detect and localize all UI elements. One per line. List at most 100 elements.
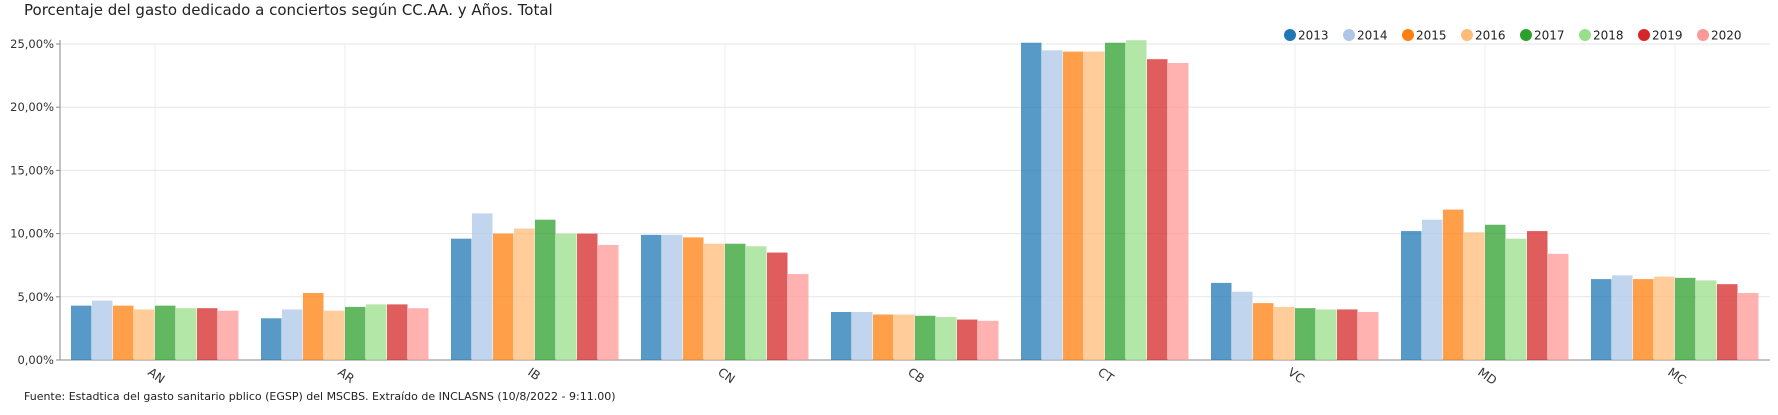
legend-item-2017[interactable]: 2017 xyxy=(1520,29,1565,43)
legend-item-2014[interactable]: 2014 xyxy=(1343,29,1388,43)
bar-2017-MD[interactable] xyxy=(1485,224,1506,360)
bar-2014-AN[interactable] xyxy=(92,300,113,360)
bar-2016-MC[interactable] xyxy=(1654,276,1675,360)
bar-2016-VC[interactable] xyxy=(1274,306,1295,360)
bar-layer xyxy=(71,40,1759,361)
y-tick-label: 25,00% xyxy=(10,37,54,51)
x-tick-label: AR xyxy=(335,365,357,386)
x-tick-label: IB xyxy=(525,365,543,383)
bar-2017-MC[interactable] xyxy=(1675,277,1696,360)
bar-2019-CB[interactable] xyxy=(957,319,978,360)
legend-label: 2015 xyxy=(1416,29,1447,43)
bar-2013-CT[interactable] xyxy=(1021,42,1042,361)
bar-2020-MD[interactable] xyxy=(1548,253,1569,360)
bar-2017-CT[interactable] xyxy=(1105,42,1126,361)
legend-item-2020[interactable]: 2020 xyxy=(1697,29,1742,43)
bar-2019-MD[interactable] xyxy=(1527,231,1548,360)
bar-2015-CT[interactable] xyxy=(1063,51,1084,361)
bar-2013-MD[interactable] xyxy=(1401,231,1422,360)
bar-2019-MC[interactable] xyxy=(1717,284,1738,360)
bar-2013-VC[interactable] xyxy=(1211,282,1232,360)
legend-item-2019[interactable]: 2019 xyxy=(1638,29,1683,43)
bar-2017-CN[interactable] xyxy=(725,243,746,360)
bar-2018-VC[interactable] xyxy=(1316,309,1337,360)
bar-2020-CT[interactable] xyxy=(1168,62,1189,361)
legend-item-2013[interactable]: 2013 xyxy=(1284,29,1329,43)
legend-label: 2017 xyxy=(1534,29,1565,43)
bar-2015-IB[interactable] xyxy=(493,233,514,360)
bar-2018-CN[interactable] xyxy=(746,246,767,360)
bar-2018-CB[interactable] xyxy=(936,317,957,360)
bar-2014-CN[interactable] xyxy=(662,234,683,360)
bar-2014-CT[interactable] xyxy=(1042,50,1063,360)
y-tick-label: 20,00% xyxy=(10,100,54,114)
bar-2018-MC[interactable] xyxy=(1696,280,1717,360)
bar-2017-VC[interactable] xyxy=(1295,308,1316,360)
x-tick-label: CN xyxy=(715,365,737,386)
bar-2016-CT[interactable] xyxy=(1084,51,1105,361)
bar-2015-AR[interactable] xyxy=(303,293,324,360)
legend-item-2015[interactable]: 2015 xyxy=(1402,29,1447,43)
legend-swatch xyxy=(1284,29,1296,41)
bar-2016-MD[interactable] xyxy=(1464,232,1485,360)
bar-2015-CN[interactable] xyxy=(683,237,704,360)
bar-2014-VC[interactable] xyxy=(1232,291,1253,360)
bar-2017-CB[interactable] xyxy=(915,315,936,360)
bar-2014-IB[interactable] xyxy=(472,213,493,360)
bar-2019-VC[interactable] xyxy=(1337,309,1358,360)
legend-item-2016[interactable]: 2016 xyxy=(1461,29,1506,43)
bar-2020-IB[interactable] xyxy=(598,244,619,360)
bar-2019-AN[interactable] xyxy=(197,308,218,360)
bar-2018-CT[interactable] xyxy=(1126,40,1147,360)
bar-2020-CN[interactable] xyxy=(788,274,809,360)
bar-2020-CB[interactable] xyxy=(978,320,999,360)
bar-2014-AR[interactable] xyxy=(282,309,303,360)
bar-2013-AN[interactable] xyxy=(71,305,92,360)
bar-2015-MC[interactable] xyxy=(1633,279,1654,360)
bar-2019-CN[interactable] xyxy=(767,252,788,360)
bar-2016-CB[interactable] xyxy=(894,314,915,360)
bar-2016-AN[interactable] xyxy=(134,309,155,360)
bar-2019-AR[interactable] xyxy=(387,304,408,360)
bar-2014-CB[interactable] xyxy=(852,311,873,360)
bar-2018-IB[interactable] xyxy=(556,233,577,360)
bar-2018-AN[interactable] xyxy=(176,308,197,360)
x-tick-label: CT xyxy=(1095,365,1116,386)
legend-swatch xyxy=(1520,29,1532,41)
bar-2013-IB[interactable] xyxy=(451,238,472,360)
bar-2020-AR[interactable] xyxy=(408,308,429,360)
bar-2016-IB[interactable] xyxy=(514,228,535,360)
legend-swatch xyxy=(1343,29,1355,41)
bar-2018-AR[interactable] xyxy=(366,304,387,360)
bar-2013-AR[interactable] xyxy=(261,318,282,360)
bar-2017-AR[interactable] xyxy=(345,306,366,360)
bar-2020-AN[interactable] xyxy=(218,310,239,360)
source-note: Fuente: Estadtica del gasto sanitario pb… xyxy=(24,390,616,403)
legend-swatch xyxy=(1579,29,1591,41)
bar-2019-IB[interactable] xyxy=(577,233,598,360)
bar-2015-CB[interactable] xyxy=(873,314,894,360)
legend-item-2018[interactable]: 2018 xyxy=(1579,29,1624,43)
chart-title: Porcentaje del gasto dedicado a conciert… xyxy=(24,1,553,19)
bar-2015-MD[interactable] xyxy=(1443,209,1464,360)
bar-2013-CN[interactable] xyxy=(641,234,662,360)
bar-2017-IB[interactable] xyxy=(535,219,556,360)
bar-2020-MC[interactable] xyxy=(1738,293,1759,360)
bar-2014-MD[interactable] xyxy=(1422,219,1443,360)
y-tick-label: 10,00% xyxy=(10,227,54,241)
x-tick-label: MD xyxy=(1475,365,1499,388)
bar-2016-AR[interactable] xyxy=(324,310,345,360)
bar-2019-CT[interactable] xyxy=(1147,59,1168,360)
bar-2013-CB[interactable] xyxy=(831,311,852,360)
bar-2014-MC[interactable] xyxy=(1612,275,1633,360)
bar-2013-MC[interactable] xyxy=(1591,279,1612,360)
bar-2016-CN[interactable] xyxy=(704,243,725,360)
bar-2017-AN[interactable] xyxy=(155,305,176,360)
legend[interactable]: 2013 2014 2015 2016 2017 2018 2019 2020 xyxy=(1284,29,1742,43)
legend-label: 2019 xyxy=(1652,29,1683,43)
bar-2020-VC[interactable] xyxy=(1358,311,1379,360)
bar-2015-VC[interactable] xyxy=(1253,303,1274,360)
bar-2015-AN[interactable] xyxy=(113,305,134,360)
bar-2018-MD[interactable] xyxy=(1506,238,1527,360)
